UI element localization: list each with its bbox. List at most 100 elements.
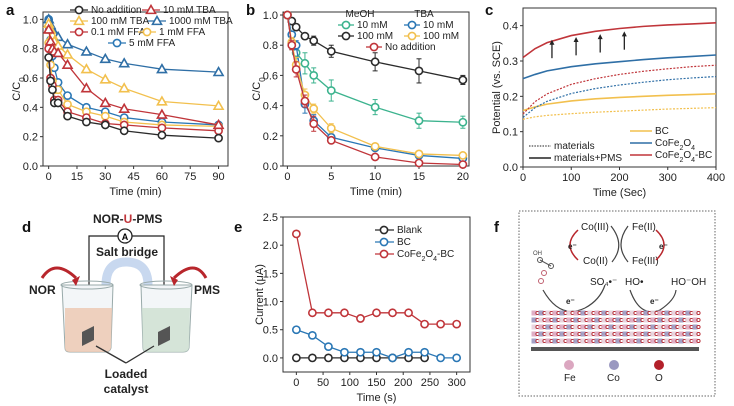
lattice-atom <box>608 331 614 337</box>
lattice-atom <box>608 310 614 316</box>
data-point <box>291 353 301 363</box>
x-tick-label: 400 <box>707 172 725 184</box>
co2-label: Co(II) <box>583 256 608 267</box>
lattice-atom <box>566 317 572 323</box>
legend-label: materials+PMS <box>554 153 622 164</box>
lattice-atom <box>573 310 579 316</box>
panel-label-f: f <box>494 219 500 236</box>
y-tick-label: 0.2 <box>23 132 38 144</box>
lattice-atom <box>587 317 593 323</box>
y-tick-label: 2.5 <box>263 212 278 224</box>
pms-molecule-icon: OH <box>533 251 554 284</box>
plot-frame <box>42 11 229 167</box>
legend-marker <box>112 38 122 48</box>
y-tick-label: 0.6 <box>263 70 278 82</box>
y-tick-label: 0.0 <box>503 162 518 174</box>
legend-label: 1000 mM TBA <box>169 16 233 27</box>
lattice-atom <box>678 331 684 337</box>
lattice-atom <box>559 324 565 330</box>
lattice-atom <box>538 338 544 344</box>
lattice-atom <box>531 331 537 337</box>
legend-label: Blank <box>397 225 423 236</box>
electron-label-3: e⁻ <box>566 297 575 306</box>
panel-label-b: b <box>246 2 255 19</box>
catalyst-pointer-lines <box>95 345 155 364</box>
lattice-atom <box>559 317 565 323</box>
lattice-atom <box>629 310 635 316</box>
right-electrode <box>158 326 170 346</box>
data-point <box>157 123 167 133</box>
legend-marker <box>379 225 389 235</box>
lattice-atom <box>580 310 586 316</box>
lattice-atom <box>601 324 607 330</box>
ho-radical-label: HO• <box>625 277 644 288</box>
fe-legend-label: Fe <box>564 373 576 384</box>
lattice-atom <box>671 338 677 344</box>
lattice-atom <box>650 331 656 337</box>
data-point <box>326 86 336 95</box>
data-point <box>156 108 168 119</box>
x-tick-label: 100 <box>341 377 359 389</box>
electron-label-4: e⁻ <box>650 297 659 306</box>
x-tick-label: 90 <box>212 171 224 183</box>
x-tick-label: 10 <box>369 171 381 183</box>
chart-b: 0 5 10 15 20 0.0 0.2 0.4 0.6 0.8 1.0 Time (min) C/C0… <box>251 9 470 198</box>
chart-e: 0 50 100 150 200 250 300 0.0 0.5 1.0 1.5 2.0 2.5 Time… <box>254 212 471 404</box>
y-tick-label: 0.6 <box>23 73 38 85</box>
lattice-atom <box>692 317 698 323</box>
x-tick-label: 0 <box>520 172 526 184</box>
x-tick-label: 15 <box>413 171 425 183</box>
y-tick-label: 1.0 <box>263 10 278 22</box>
y-tick-label: 0.4 <box>23 102 38 114</box>
legend-marker <box>407 20 417 30</box>
x-tick-label: 15 <box>71 171 83 183</box>
legend-marker <box>142 27 152 37</box>
lattice-atom <box>552 324 558 330</box>
fe2-label: Fe(II) <box>632 222 656 233</box>
lattice-atom <box>608 338 614 344</box>
data-point <box>326 46 336 56</box>
lattice-atom <box>587 324 593 330</box>
y-axis-title: C/C0 <box>11 77 27 101</box>
x-tick-label: 0 <box>284 171 290 183</box>
x-tick-label: 75 <box>184 171 196 183</box>
lattice-atom <box>608 324 614 330</box>
co-cycle-arrow-icon <box>569 229 579 261</box>
lattice-atom <box>573 331 579 337</box>
pms-label: PMS <box>194 283 220 297</box>
chart-a: 0 15 30 45 60 75 90 0.0 0.2 0.4 0.6 0.8 1.0 Time (min… <box>11 3 233 198</box>
data-point <box>420 347 429 357</box>
lattice-atom <box>671 324 677 330</box>
lattice-atom <box>692 338 698 344</box>
legend-label: CoFe2O4-BC <box>397 249 454 263</box>
co-legend-label: Co <box>607 373 620 384</box>
legend-marker <box>145 3 157 15</box>
lattice-atom <box>601 317 607 323</box>
x-tick-label: 5 <box>328 171 334 183</box>
x-axis-title: Time (min) <box>109 186 161 198</box>
substrate-bar <box>531 347 699 351</box>
right-beaker-rim <box>139 280 193 290</box>
legend-label: 10 mM <box>357 20 388 31</box>
y-tick-label: 1.0 <box>23 14 38 26</box>
lattice-atom <box>580 331 586 337</box>
data-point <box>414 66 424 76</box>
data-point <box>212 99 225 111</box>
pms-add-arrow-icon <box>172 266 208 280</box>
legend-marker <box>341 31 351 41</box>
lattice-atom <box>587 338 593 344</box>
lattice-atom <box>531 317 537 323</box>
x-tick-label: 50 <box>317 377 329 389</box>
panel-label-c: c <box>485 2 493 19</box>
lattice-atom <box>594 317 600 323</box>
legend-label: 1 mM FFA <box>159 27 205 38</box>
y-axis-title: C/C0 <box>251 77 267 101</box>
legend-label: 100 mM TBA <box>91 16 149 27</box>
data-point <box>414 149 424 159</box>
legend-label: 100 mM <box>423 31 459 42</box>
fe-cycle-arrow-icon <box>655 229 665 261</box>
catalyst-label: catalyst <box>104 382 149 396</box>
legend-label: 10 mM TBA <box>163 5 216 16</box>
electron-label-2: e⁻ <box>659 242 668 251</box>
lattice-atom <box>664 317 670 323</box>
